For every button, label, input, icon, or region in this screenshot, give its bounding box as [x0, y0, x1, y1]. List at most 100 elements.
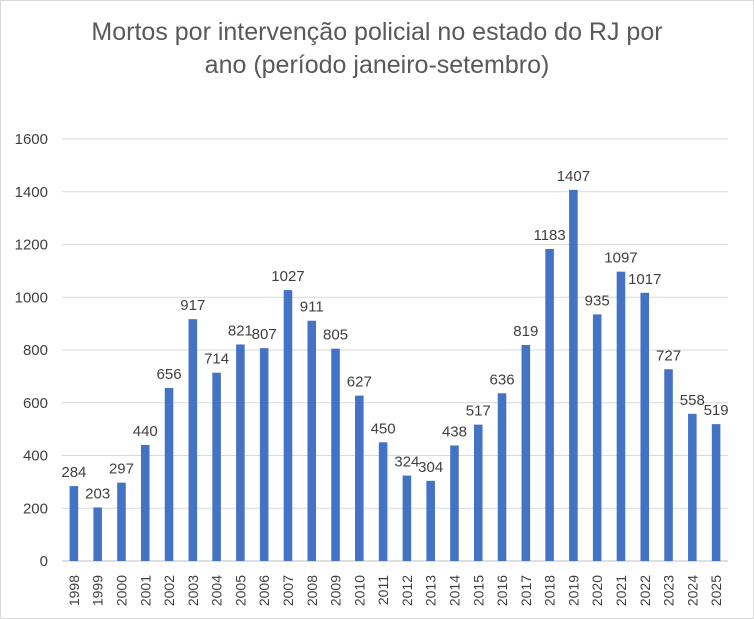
data-label-2017: 819	[513, 323, 538, 340]
x-tick-label-2011: 2011	[375, 575, 391, 605]
y-tick-label: 1200	[15, 237, 48, 254]
data-label-2005: 821	[228, 322, 253, 339]
x-tick-label-2015: 2015	[470, 575, 486, 606]
y-tick-label: 200	[23, 500, 48, 517]
data-label-2009: 805	[323, 327, 348, 344]
bar-2025	[711, 424, 721, 561]
x-tick-label-2004: 2004	[209, 575, 225, 606]
bar-2015	[473, 424, 483, 561]
y-axis: 0 200 400 600 800 1000 1200 1400 1600	[15, 131, 48, 570]
data-label-2015: 517	[466, 403, 491, 420]
chart-title-line-1: Mortos por intervenção policial no estad…	[91, 18, 663, 46]
data-label-2003: 917	[180, 297, 205, 314]
bar-2011	[378, 442, 388, 561]
data-label-2018: 1183	[533, 227, 565, 244]
bar-2001	[140, 444, 150, 561]
chart-title-line-2: ano (período janeiro-setembro)	[204, 51, 550, 79]
data-label-2004: 714	[204, 351, 229, 368]
data-label-2021: 1097	[604, 250, 637, 267]
y-tick-label: 400	[23, 448, 48, 465]
x-tick-label-1999: 1999	[90, 575, 106, 606]
x-tick-label-2014: 2014	[446, 575, 462, 606]
bar-2023	[664, 369, 673, 561]
bar-2000	[117, 482, 126, 561]
bar-2002	[164, 387, 174, 561]
data-label-2010: 627	[347, 374, 372, 391]
data-label-2001: 440	[133, 423, 158, 440]
bar-2024	[688, 413, 697, 561]
x-tick-label-2005: 2005	[232, 575, 248, 606]
data-label-2023: 727	[656, 347, 681, 364]
y-tick-label: 1000	[15, 289, 48, 306]
data-label-2019: 1407	[557, 168, 590, 185]
data-label-2002: 656	[157, 366, 182, 383]
data-label-2014: 438	[442, 423, 467, 440]
bar-2016	[497, 393, 507, 561]
x-tick-label-2012: 2012	[399, 575, 415, 606]
data-label-2007: 1027	[271, 268, 304, 285]
bar-2003	[188, 319, 198, 561]
data-label-2020: 935	[585, 292, 610, 309]
bar-2007	[283, 290, 293, 561]
x-tick-label-2009: 2009	[328, 575, 344, 606]
x-axis: 1998 1999 2000 2001 2002 2003 2004 2005 2006 2007…	[66, 575, 724, 606]
bars	[69, 189, 721, 561]
bar-2014	[450, 445, 459, 561]
bar-1998	[69, 486, 79, 561]
x-tick-label-2001: 2001	[137, 575, 153, 606]
bar-2008	[307, 320, 317, 561]
x-tick-label-2016: 2016	[494, 575, 510, 606]
bar-2006	[259, 348, 269, 561]
data-label-2012: 324	[394, 454, 419, 471]
y-tick-label: 1600	[15, 131, 48, 148]
data-label-2024: 558	[680, 392, 705, 409]
bar-2018	[545, 248, 554, 561]
bar-2009	[331, 348, 340, 561]
data-label-2022: 1017	[628, 271, 661, 288]
x-tick-label-2022: 2022	[637, 575, 653, 606]
y-tick-label: 800	[23, 342, 48, 359]
x-tick-label-2017: 2017	[518, 575, 534, 606]
x-tick-label-2002: 2002	[161, 575, 177, 606]
x-tick-label-2013: 2013	[423, 575, 439, 606]
bar-2005	[236, 344, 245, 561]
data-label-2013: 304	[418, 459, 443, 476]
x-tick-label-2021: 2021	[613, 575, 629, 606]
data-label-1998: 284	[61, 464, 86, 481]
bar-2010	[355, 395, 364, 561]
x-tick-label-2008: 2008	[304, 575, 320, 606]
bar-2004	[212, 372, 221, 561]
bar-2017	[521, 344, 531, 561]
x-tick-label-2020: 2020	[589, 575, 605, 606]
x-tick-label-2000: 2000	[113, 575, 129, 606]
x-tick-label-2025: 2025	[708, 575, 724, 606]
x-tick-label-2024: 2024	[684, 575, 700, 606]
y-tick-label: 600	[23, 395, 48, 412]
x-tick-label-1998: 1998	[66, 575, 82, 606]
data-label-2025: 519	[704, 402, 729, 419]
x-tick-label-2003: 2003	[185, 575, 201, 606]
bar-2019	[569, 189, 578, 561]
x-tick-label-2006: 2006	[256, 575, 272, 606]
x-tick-label-2007: 2007	[280, 575, 296, 606]
y-tick-label: 1400	[15, 184, 48, 201]
data-label-2011: 450	[371, 420, 396, 437]
data-label-2000: 297	[109, 461, 134, 478]
data-label-2006: 807	[252, 326, 277, 343]
x-tick-label-2019: 2019	[565, 575, 581, 606]
bar-2012	[402, 475, 412, 561]
bar-2020	[592, 314, 602, 561]
bar-2013	[426, 480, 435, 561]
x-tick-label-2018: 2018	[542, 575, 558, 606]
data-label-1999: 203	[85, 485, 110, 502]
bar-2022	[640, 292, 650, 561]
bar-2021	[616, 271, 626, 561]
chart-title: Mortos por intervenção policial no estad…	[0, 16, 754, 82]
y-tick-label: 0	[40, 553, 48, 570]
data-label-2016: 636	[490, 371, 515, 388]
bar-1999	[93, 507, 102, 561]
x-tick-label-2023: 2023	[661, 575, 677, 606]
data-label-2008: 911	[300, 299, 324, 316]
